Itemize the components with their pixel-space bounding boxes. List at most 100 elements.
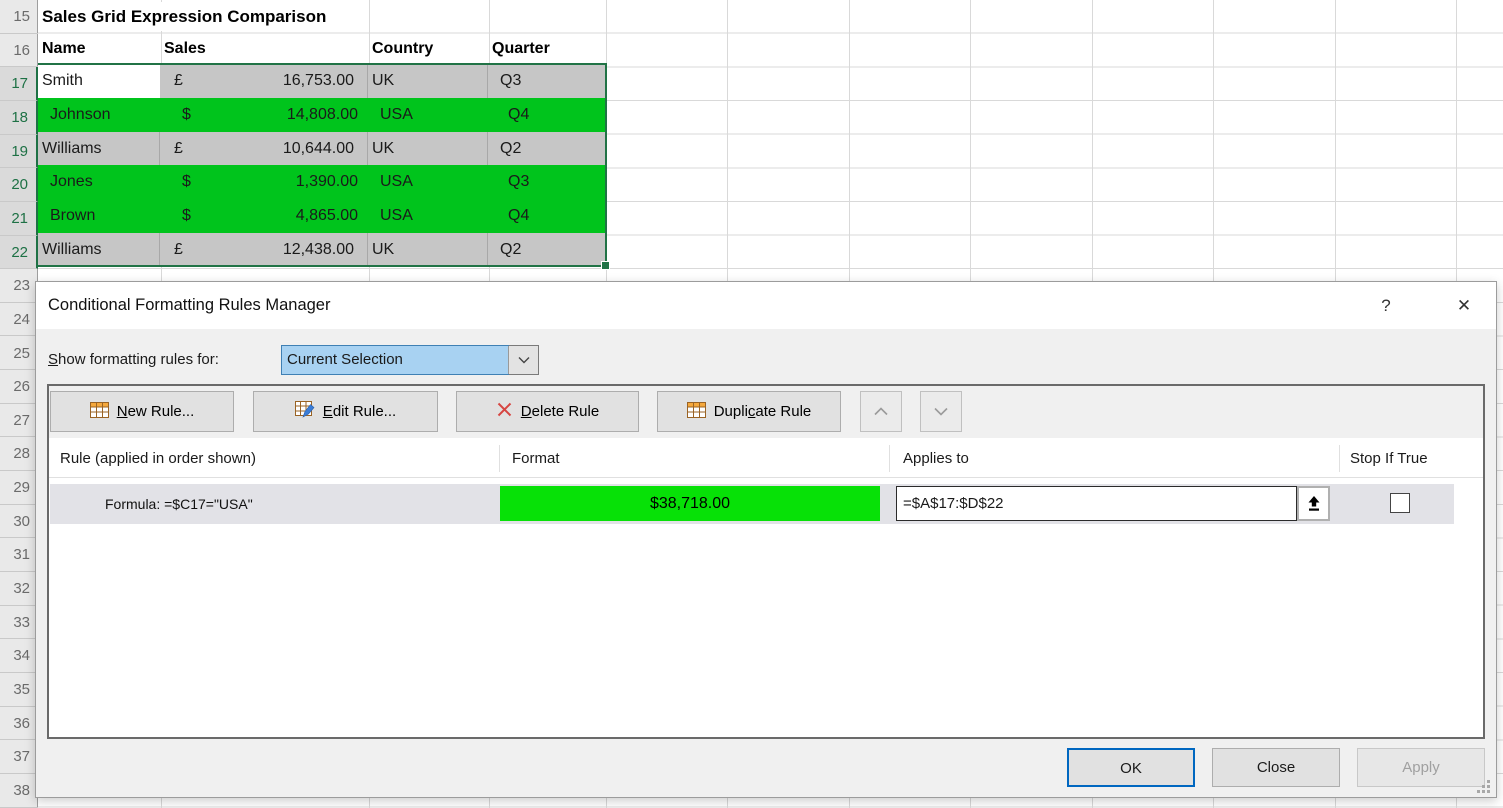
show-rules-for-dropdown[interactable]: Current Selection xyxy=(281,345,539,375)
cell-name[interactable]: Williams xyxy=(38,232,160,267)
collapse-dialog-range-icon[interactable] xyxy=(1297,486,1330,521)
cell-name-text: Williams xyxy=(42,139,102,157)
rule-formula-text: Formula: =$C17="USA" xyxy=(105,496,253,512)
row-header-37[interactable]: 37 xyxy=(0,740,38,774)
sheet-row: Jones $ 1,390.00 USA Q3 xyxy=(38,165,606,199)
cell-sales[interactable]: $ 4,865.00 xyxy=(160,198,368,233)
cell-country[interactable]: UK xyxy=(368,131,488,166)
row-header-20[interactable]: 20 xyxy=(0,168,38,202)
cell-country[interactable]: UK xyxy=(368,64,488,98)
cell-quarter[interactable]: Q3 xyxy=(488,165,606,199)
apply-button-disabled[interactable]: Apply xyxy=(1357,748,1485,787)
row-header-24[interactable]: 24 xyxy=(0,303,38,337)
row-header-30[interactable]: 30 xyxy=(0,505,38,539)
edit-rule-button[interactable]: Edit Rule... xyxy=(253,391,438,432)
row-header-34[interactable]: 34 xyxy=(0,639,38,673)
row-header-29[interactable]: 29 xyxy=(0,471,38,505)
rule-row[interactable]: Formula: =$C17="USA" $38,718.00 =$A$17:$… xyxy=(50,484,1454,524)
row-header-26[interactable]: 26 xyxy=(0,370,38,404)
cell-quarter-text: Q2 xyxy=(500,240,522,258)
cell-sales[interactable]: $ 1,390.00 xyxy=(160,165,368,199)
conditional-formatting-rules-manager-dialog: Conditional Formatting Rules Manager ? ✕… xyxy=(35,281,1497,798)
header-separator xyxy=(1339,445,1340,472)
cell-country[interactable]: USA xyxy=(368,198,488,233)
header-format: Format xyxy=(512,450,560,467)
help-button[interactable]: ? xyxy=(1381,296,1391,315)
applies-to-input[interactable]: =$A$17:$D$22 xyxy=(896,486,1297,521)
row-header-21[interactable]: 21 xyxy=(0,201,38,236)
cell-quarter[interactable]: Q3 xyxy=(488,64,606,98)
row-header-column: 15 16 17 18 19 20 21 22 23 24 25 26 27 28 29 30 31 32 33 34… xyxy=(0,0,38,808)
sheet-title-cell[interactable]: Sales Grid Expression Comparison xyxy=(42,2,333,31)
row-header-18[interactable]: 18 xyxy=(0,100,38,135)
resize-grip[interactable] xyxy=(1476,779,1491,799)
row-header-38[interactable]: 38 xyxy=(0,774,38,808)
cell-quarter-text: Q2 xyxy=(500,139,522,157)
new-rule-button[interactable]: New Rule... xyxy=(50,391,234,432)
row-header-16[interactable]: 16 xyxy=(0,34,38,68)
row-header-19[interactable]: 19 xyxy=(0,134,38,169)
cell-country[interactable]: UK xyxy=(368,232,488,267)
delete-rule-button[interactable]: Delete Rule xyxy=(456,391,639,432)
cell-quarter[interactable]: Q2 xyxy=(488,232,606,267)
currency-symbol: £ xyxy=(174,139,183,157)
cell-quarter-text: Q4 xyxy=(508,206,530,224)
rules-toolbar: New Rule... Edit Rule... Delete Rule Dup… xyxy=(49,386,1483,438)
cell-quarter-text: Q3 xyxy=(508,173,530,191)
cell-quarter[interactable]: Q4 xyxy=(488,198,606,233)
sheet-row: Brown $ 4,865.00 USA Q4 xyxy=(38,198,606,233)
cell-country-text: UK xyxy=(372,72,395,90)
chevron-down-icon[interactable] xyxy=(508,346,538,374)
close-icon[interactable]: ✕ xyxy=(1456,296,1472,315)
row-header-35[interactable]: 35 xyxy=(0,673,38,707)
row-header-25[interactable]: 25 xyxy=(0,337,38,371)
sales-amount: 14,808.00 xyxy=(286,105,358,123)
fill-handle[interactable] xyxy=(601,261,610,270)
cell-country[interactable]: USA xyxy=(368,97,488,132)
cell-sales[interactable]: £ 16,753.00 xyxy=(160,64,368,98)
rules-list-header: Rule (applied in order shown) Format App… xyxy=(49,439,1483,478)
row-header-22[interactable]: 22 xyxy=(0,235,38,270)
column-header-name[interactable]: Name xyxy=(42,39,86,57)
rules-panel: New Rule... Edit Rule... Delete Rule Dup… xyxy=(47,384,1485,739)
column-header-sales[interactable]: Sales xyxy=(164,39,206,57)
stop-if-true-checkbox[interactable] xyxy=(1390,493,1410,513)
sales-amount: 12,438.00 xyxy=(282,240,354,258)
rule-format-preview: $38,718.00 xyxy=(500,486,880,521)
cell-name[interactable]: Williams xyxy=(38,131,160,166)
edit-rule-pencil-icon xyxy=(294,401,315,422)
dialog-titlebar[interactable]: Conditional Formatting Rules Manager ? ✕ xyxy=(36,282,1496,329)
cell-country[interactable]: USA xyxy=(368,165,488,199)
duplicate-rule-grid-icon xyxy=(686,401,706,422)
cell-name[interactable]: Jones xyxy=(38,165,160,199)
row-header-33[interactable]: 33 xyxy=(0,606,38,640)
cell-sales[interactable]: £ 12,438.00 xyxy=(160,232,368,267)
cell-quarter[interactable]: Q2 xyxy=(488,131,606,166)
cell-name[interactable]: Johnson xyxy=(38,97,160,132)
row-header-32[interactable]: 32 xyxy=(0,572,38,606)
duplicate-rule-button[interactable]: Duplicate Rule xyxy=(657,391,841,432)
row-header-23[interactable]: 23 xyxy=(0,269,38,303)
row-header-28[interactable]: 28 xyxy=(0,437,38,472)
column-header-quarter[interactable]: Quarter xyxy=(492,39,550,57)
row-header-15[interactable]: 15 xyxy=(0,0,38,34)
cell-sales[interactable]: $ 14,808.00 xyxy=(160,97,368,132)
cell-name[interactable]: Smith xyxy=(38,64,160,98)
sales-amount: 10,644.00 xyxy=(282,139,354,157)
move-rule-down-button[interactable] xyxy=(920,391,962,432)
row-header-36[interactable]: 36 xyxy=(0,707,38,741)
row-header-17[interactable]: 17 xyxy=(0,67,38,101)
ok-button[interactable]: OK xyxy=(1067,748,1195,787)
currency-symbol: $ xyxy=(182,206,191,224)
cell-sales[interactable]: £ 10,644.00 xyxy=(160,131,368,166)
close-button[interactable]: Close xyxy=(1212,748,1340,787)
row-header-27[interactable]: 27 xyxy=(0,404,38,438)
cell-name[interactable]: Brown xyxy=(38,198,160,233)
row-header-31[interactable]: 31 xyxy=(0,538,38,573)
move-rule-up-button[interactable] xyxy=(860,391,902,432)
column-header-country[interactable]: Country xyxy=(372,39,434,57)
cell-quarter[interactable]: Q4 xyxy=(488,97,606,132)
currency-symbol: £ xyxy=(174,240,183,258)
chevron-up-icon xyxy=(874,403,888,421)
cell-country-text: UK xyxy=(372,240,395,258)
